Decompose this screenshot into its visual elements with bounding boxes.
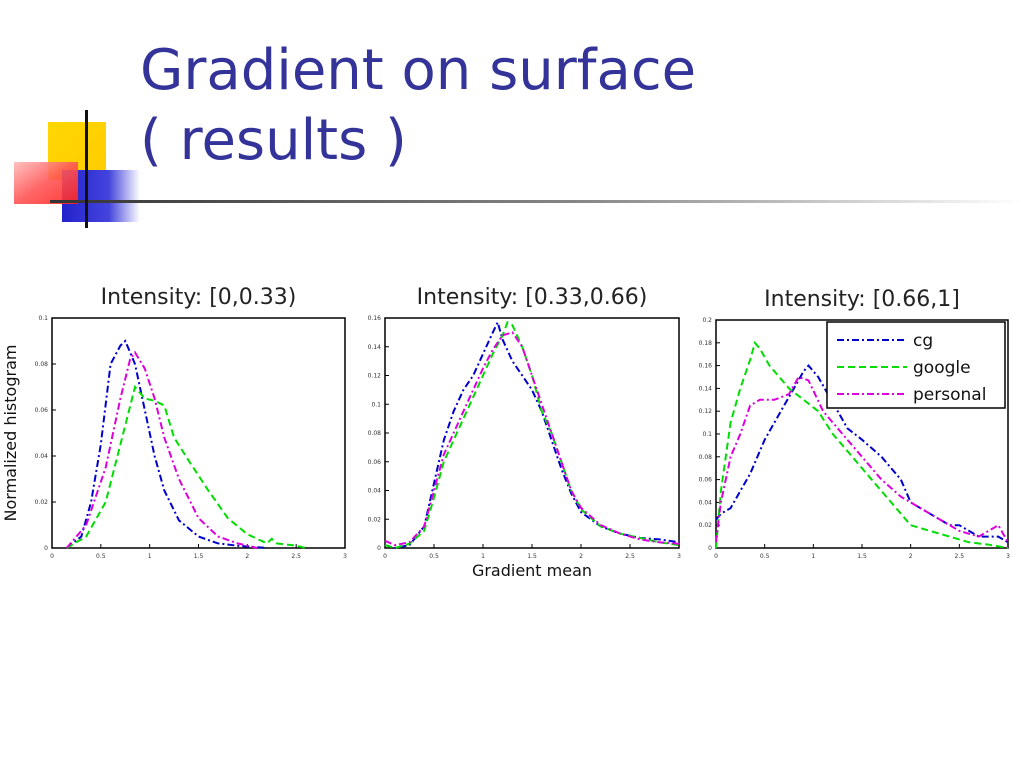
y-tick-label: 0.04: [35, 453, 49, 460]
series-line-personal: [715, 375, 1009, 543]
y-tick-label: 0.2: [702, 317, 712, 324]
x-tick-label: 1.5: [857, 553, 867, 560]
y-tick-label: 0.14: [368, 344, 382, 351]
x-tick-label: 2: [579, 553, 583, 560]
series-line-google: [384, 320, 680, 550]
title-decoration: [14, 110, 1024, 228]
y-tick-label: 0: [708, 545, 712, 552]
series-line-personal: [384, 331, 680, 547]
x-tick-label: 2.5: [291, 553, 301, 560]
chart-panel-3: Intensity: [0.66,1] 0 0.5 1 1.5 2 2.5 3 0 0.02 0.0…: [699, 287, 1010, 560]
y-tick-label: 0.04: [368, 488, 382, 495]
chart-legend: cg google personal: [826, 321, 1006, 409]
x-tick-label: 0.5: [429, 553, 439, 560]
x-tick-label: 3: [1006, 553, 1010, 560]
red-square: [14, 162, 78, 204]
y-tick-label: 0.02: [699, 522, 713, 529]
title-divider: [50, 200, 1024, 203]
y-tick-label: 0.18: [699, 340, 713, 347]
title-line-1: Gradient on surface: [140, 38, 697, 103]
series-line-personal: [65, 350, 258, 549]
legend-label-personal: personal: [913, 385, 986, 405]
chart-title: Intensity: [0,0.33): [101, 285, 297, 310]
y-tick-label: 0.16: [699, 363, 713, 370]
x-tick-label: 2: [909, 553, 913, 560]
y-tick-label: 0: [377, 545, 381, 552]
y-tick-label: 0.08: [35, 361, 49, 368]
y-tick-label: 0.02: [35, 499, 49, 506]
vertical-rule: [85, 110, 88, 228]
chart-panel-1: Intensity: [0,0.33) 0 0.5 1 1.5 2 2.5 3 0 0.02 0.0…: [1, 285, 347, 560]
x-tick-label: 3: [677, 553, 681, 560]
y-tick-label: 0.06: [699, 477, 713, 484]
chart-title: Intensity: [0.33,0.66): [417, 285, 648, 310]
y-tick-label: 0.14: [699, 385, 713, 392]
y-tick-label: 0.02: [368, 516, 382, 523]
y-tick-label: 0: [44, 545, 48, 552]
y-tick-label: 0.1: [702, 431, 712, 438]
y-tick-label: 0.08: [699, 454, 713, 461]
legend-label-cg: cg: [913, 331, 933, 351]
y-tick-label: 0.12: [699, 408, 713, 415]
series-line-cg: [66, 339, 267, 549]
series-line-cg: [384, 319, 680, 550]
x-tick-label: 0: [50, 553, 54, 560]
x-tick-label: 2: [245, 553, 249, 560]
chart-title: Intensity: [0.66,1]: [764, 287, 960, 312]
x-axis-label: Gradient mean: [472, 561, 592, 580]
y-tick-label: 0.16: [368, 315, 382, 322]
series-line-google: [66, 384, 307, 549]
y-tick-label: 0.06: [368, 459, 382, 466]
x-tick-label: 0: [383, 553, 387, 560]
legend-label-google: google: [913, 358, 971, 378]
title-line-2: ( results ): [140, 108, 407, 173]
x-tick-label: 2.5: [625, 553, 635, 560]
x-tick-label: 1: [148, 553, 152, 560]
x-tick-label: 0: [714, 553, 718, 560]
y-tick-label: 0.04: [699, 499, 713, 506]
plot-frame: [384, 317, 680, 549]
x-tick-label: 1: [811, 553, 815, 560]
x-tick-label: 0.5: [96, 553, 106, 560]
y-tick-label: 0.06: [35, 407, 49, 414]
series-line-google: [715, 340, 1009, 549]
y-axis-label: Normalized histogram: [1, 345, 20, 522]
slide-title: Gradient on surface ( results ): [140, 36, 696, 176]
x-tick-label: 2.5: [955, 553, 965, 560]
x-tick-label: 1: [481, 553, 485, 560]
y-tick-label: 0.1: [38, 315, 48, 322]
y-tick-label: 0.08: [368, 430, 382, 437]
x-tick-label: 3: [343, 553, 347, 560]
plot-frame: [51, 317, 346, 549]
x-tick-label: 0.5: [760, 553, 770, 560]
y-tick-label: 0.1: [371, 401, 381, 408]
x-tick-label: 1.5: [527, 553, 537, 560]
y-tick-label: 0.12: [368, 373, 382, 380]
chart-panel-2: Intensity: [0.33,0.66) 0 0.5 1 1.5 2 2.5 3 0 0.02…: [368, 285, 681, 580]
charts-container: Intensity: [0,0.33) 0 0.5 1 1.5 2 2.5 3 0 0.02 0.0…: [1, 285, 1010, 580]
x-tick-label: 1.5: [194, 553, 204, 560]
